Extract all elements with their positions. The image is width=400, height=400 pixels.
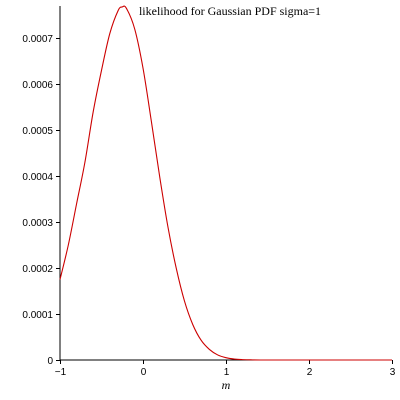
x-axis-label: m	[222, 378, 231, 392]
y-tick-label: 0.0003	[22, 218, 53, 229]
chart-title: likelihood for Gaussian PDF sigma=1	[139, 4, 321, 18]
x-tick-label: 0	[141, 367, 147, 378]
y-tick-label: 0.0001	[22, 310, 53, 321]
y-tick-label: 0.0006	[22, 80, 53, 91]
x-tick-label: 1	[224, 367, 230, 378]
x-tick-label: −1	[55, 367, 67, 378]
likelihood-curve	[59, 5, 392, 361]
x-tick-label: 2	[307, 367, 313, 378]
y-tick-label: 0.0004	[22, 172, 53, 183]
x-tick-label: 3	[390, 367, 396, 378]
y-tick-label: 0	[47, 356, 53, 367]
x-axis: −1 0 1 2 3	[55, 360, 396, 378]
y-tick-label: 0.0002	[22, 264, 53, 275]
y-tick-label: 0.0005	[22, 126, 53, 137]
y-axis: 0 0.0001 0.0002 0.0003 0.0004 0.0005 0.0006 0.0…	[22, 34, 60, 367]
y-tick-label: 0.0007	[22, 34, 53, 45]
